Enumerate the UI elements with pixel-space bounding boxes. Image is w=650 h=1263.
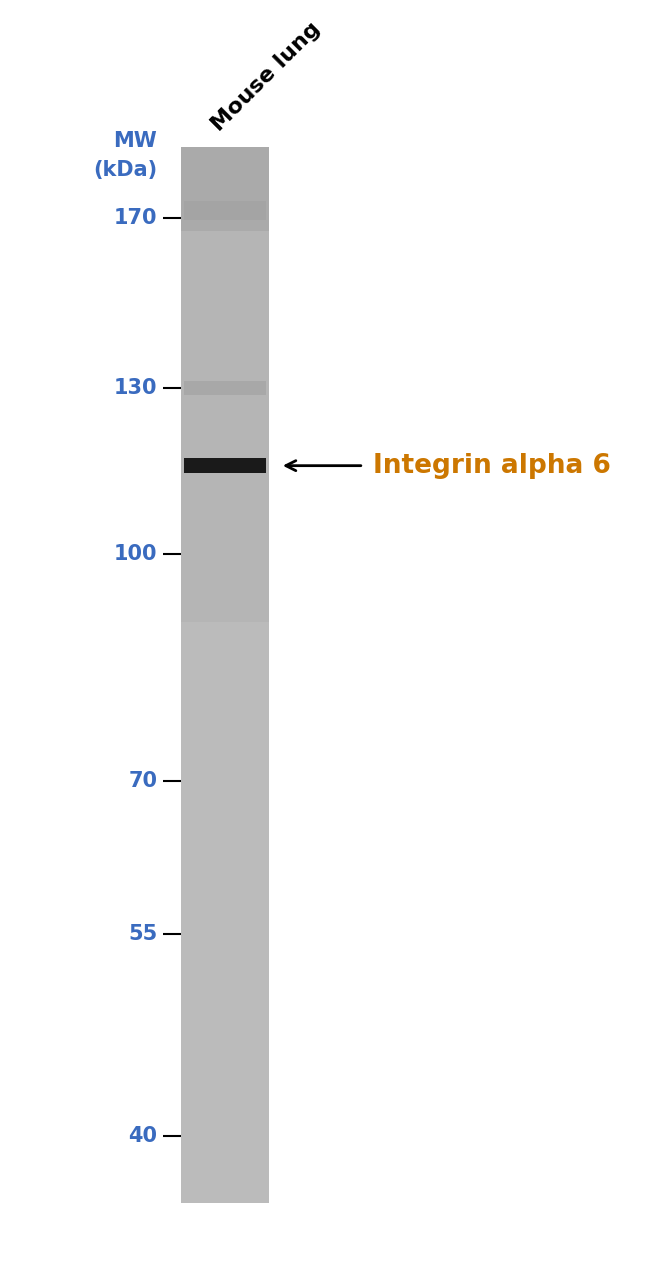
Text: Mouse lung: Mouse lung	[208, 19, 324, 135]
Bar	[184, 458, 266, 474]
Text: 70: 70	[128, 770, 157, 791]
Text: 40: 40	[128, 1125, 157, 1146]
Text: (kDa): (kDa)	[93, 160, 157, 181]
Bar	[181, 147, 269, 1202]
Text: 170: 170	[114, 207, 157, 227]
Bar	[184, 201, 266, 220]
Bar	[181, 147, 269, 231]
Bar	[181, 623, 269, 1202]
Text: 100: 100	[114, 544, 157, 565]
Text: 55: 55	[128, 923, 157, 943]
Text: MW: MW	[114, 130, 157, 150]
Bar	[184, 380, 266, 395]
Text: 130: 130	[114, 378, 157, 398]
Text: Integrin alpha 6: Integrin alpha 6	[372, 452, 610, 479]
